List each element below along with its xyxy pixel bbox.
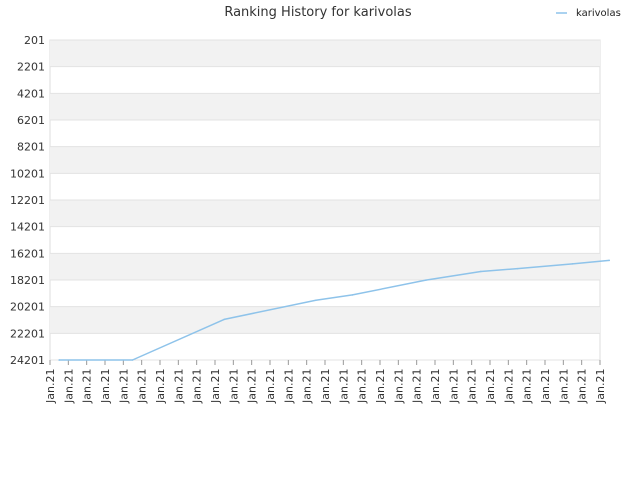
y-tick-label: 201 xyxy=(24,34,45,47)
x-tick-label: Jan.21 xyxy=(557,369,570,404)
x-tick-label: Jan.21 xyxy=(264,369,277,404)
series-point xyxy=(425,279,427,281)
x-tick-label: Jan.21 xyxy=(337,369,350,404)
series-point xyxy=(58,359,60,361)
x-tick-label: Jan.21 xyxy=(466,369,479,404)
y-tick-label: 4201 xyxy=(17,87,45,100)
x-tick-label: Jan.21 xyxy=(191,369,204,404)
x-tick-label: Jan.21 xyxy=(282,369,295,404)
grid-band xyxy=(50,40,600,67)
x-tick-label: Jan.21 xyxy=(392,369,405,404)
plot-grid xyxy=(50,39,600,361)
y-tick-label: 24201 xyxy=(10,354,45,367)
x-tick-label: Jan.21 xyxy=(429,369,442,404)
series-point xyxy=(480,270,482,273)
y-tick-label: 18201 xyxy=(10,274,45,287)
series-point xyxy=(516,267,519,270)
x-tick-label: Jan.21 xyxy=(62,369,75,404)
chart-title: Ranking History for karivolas xyxy=(224,5,412,20)
y-tick-label: 10201 xyxy=(10,167,45,180)
y-tick-label: 6201 xyxy=(17,114,45,127)
x-tick-label: Jan.21 xyxy=(246,369,259,404)
x-tick-label: Jan.21 xyxy=(209,369,222,404)
x-tick-label: Jan.21 xyxy=(502,369,515,404)
chart-legend: karivolas xyxy=(556,8,621,19)
grid-band xyxy=(50,146,600,174)
x-tick-label: Jan.21 xyxy=(117,369,130,404)
y-tick-label: 22201 xyxy=(10,327,45,340)
x-tick-label: Jan.21 xyxy=(521,369,534,404)
x-tick-label: Jan.21 xyxy=(136,369,149,404)
x-axis: Jan.21 Jan.21 Jan.21 Jan.21 Jan.21 Jan.21 Jan.… xyxy=(44,360,607,404)
x-tick-label: Jan.21 xyxy=(227,369,240,404)
legend-label: karivolas xyxy=(576,8,621,19)
series-point xyxy=(571,263,574,265)
x-tick-label: Jan.21 xyxy=(172,369,185,404)
grid-band xyxy=(50,306,600,334)
y-axis: 201 2201 4201 6201 8201 10201 12201 14201 16201 1… xyxy=(10,34,45,367)
grid-band xyxy=(50,200,600,227)
grid-band xyxy=(50,93,600,120)
x-tick-label: Jan.21 xyxy=(319,369,332,404)
series-point xyxy=(351,294,354,296)
series-point xyxy=(315,299,317,302)
x-tick-label: Jan.21 xyxy=(484,369,497,404)
x-tick-label: Jan.21 xyxy=(576,369,589,404)
x-tick-label: Jan.21 xyxy=(374,369,387,404)
series-point xyxy=(223,318,225,321)
x-tick-label: Jan.21 xyxy=(44,369,57,404)
x-tick-label: Jan.21 xyxy=(447,369,460,404)
y-tick-label: 16201 xyxy=(10,247,45,260)
series-point xyxy=(131,359,134,361)
grid-band xyxy=(50,253,600,280)
x-tick-label: Jan.21 xyxy=(301,369,314,404)
y-tick-label: 2201 xyxy=(17,61,45,74)
y-tick-label: 14201 xyxy=(10,221,45,234)
series-layer xyxy=(58,259,610,361)
x-tick-label: Jan.21 xyxy=(356,369,369,404)
y-tick-label: 8201 xyxy=(17,141,45,154)
y-tick-label: 12201 xyxy=(10,194,45,207)
x-tick-label: Jan.21 xyxy=(81,369,94,404)
x-tick-label: Jan.21 xyxy=(411,369,424,404)
series-line-karivolas xyxy=(58,259,610,361)
y-tick-label: 20201 xyxy=(10,301,45,314)
series-point xyxy=(608,259,610,262)
x-tick-label: Jan.21 xyxy=(99,369,112,404)
x-tick-label: Jan.21 xyxy=(594,369,607,404)
x-tick-label: Jan.21 xyxy=(539,369,552,404)
x-tick-label: Jan.21 xyxy=(154,369,167,404)
